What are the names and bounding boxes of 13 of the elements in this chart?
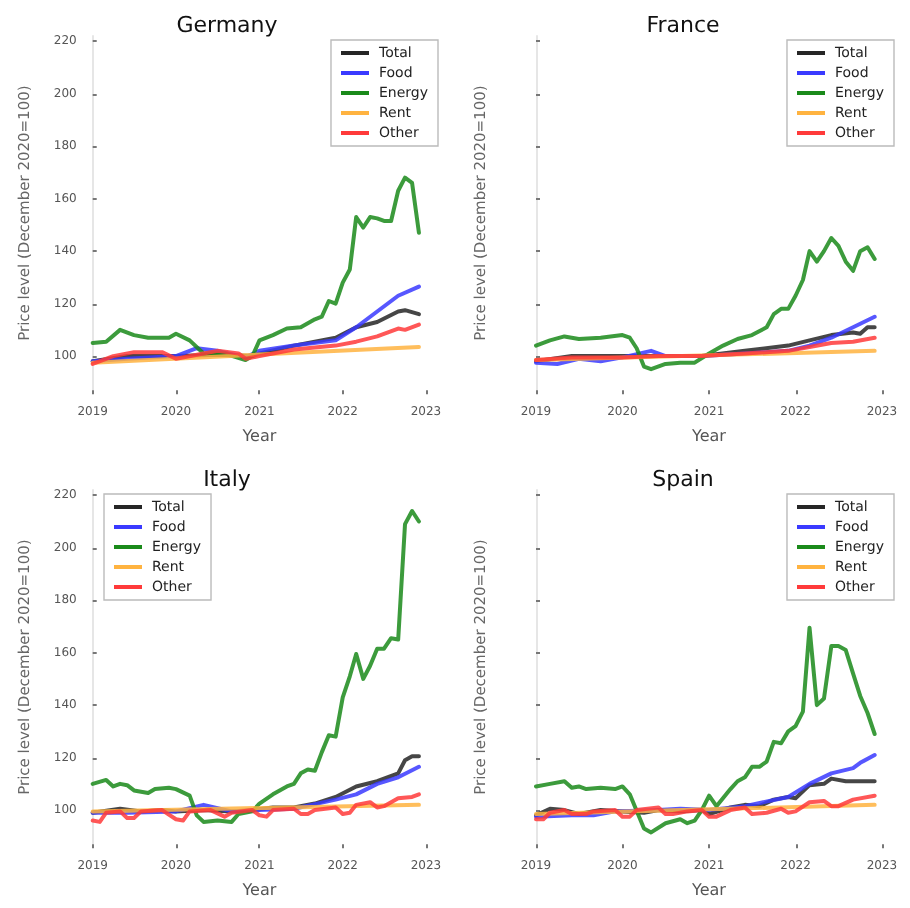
line-series (90, 175, 421, 363)
chart-title: Germany (176, 12, 279, 38)
line-series (90, 322, 421, 366)
x-axis-title: Year (240, 427, 278, 445)
x-axis-title: Year (690, 427, 728, 445)
line-series (90, 792, 421, 824)
chart-title: Spain (652, 466, 714, 492)
line-series (90, 508, 421, 824)
line-series (90, 284, 421, 364)
x-axis-title: Year (690, 881, 728, 899)
x-axis-title: Year (240, 881, 278, 899)
chart-title: Italy (203, 466, 252, 492)
chart-title: France (646, 12, 721, 38)
